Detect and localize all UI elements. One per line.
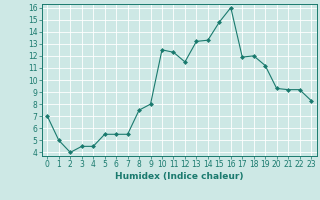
X-axis label: Humidex (Indice chaleur): Humidex (Indice chaleur) xyxy=(115,172,244,181)
